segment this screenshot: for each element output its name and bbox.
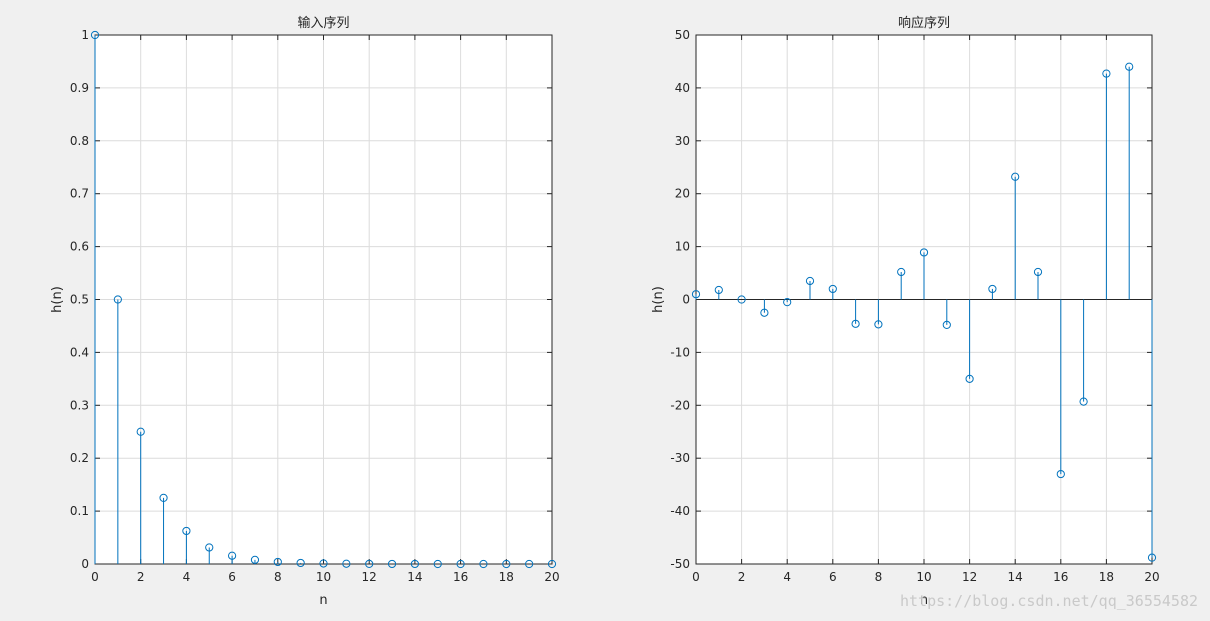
stem-marker: [897, 267, 906, 277]
x-tick-label: 10: [916, 570, 931, 584]
stem-marker: [228, 551, 237, 560]
x-tick-label: 20: [544, 570, 559, 584]
x-tick-label: 16: [1053, 570, 1068, 584]
stem-marker: [182, 526, 191, 536]
y-tick-label: 0.1: [70, 504, 89, 518]
y-tick-label: 0.5: [70, 293, 89, 307]
stem-marker: [714, 285, 723, 295]
stem-marker: [737, 295, 746, 304]
x-tick-label: 10: [316, 570, 331, 584]
x-tick-label: 8: [274, 570, 282, 584]
x-tick-label: 18: [1099, 570, 1114, 584]
stem-marker: [965, 374, 974, 383]
stem-marker: [502, 559, 511, 569]
y-tick-label: 10: [675, 240, 690, 254]
x-tick-label: 14: [1008, 570, 1023, 584]
left-stem-plot: 0 2 4 6 8 10 12 14 16 18 20 0 0.1 0.2 0.3 0.4 0.5 0.6 0.7 0…: [50, 15, 560, 608]
stem-marker: [410, 559, 419, 569]
x-tick-label: 14: [407, 570, 422, 584]
y-tick-label: -30: [670, 451, 690, 465]
x-tick-label: 2: [738, 570, 746, 584]
stem-marker: [805, 276, 815, 286]
y-tick-label: 0.3: [70, 398, 89, 412]
stem-marker: [387, 559, 397, 569]
chart-title: 输入序列: [297, 15, 349, 31]
stem-marker: [136, 427, 145, 436]
stem-marker: [1056, 469, 1065, 479]
x-tick-label: 12: [362, 570, 377, 584]
x-tick-label: 8: [875, 570, 883, 584]
y-tick-label: 0.2: [70, 451, 89, 465]
stem-marker: [919, 248, 929, 257]
y-tick-label: 0.7: [70, 187, 89, 201]
stem-marker: [433, 559, 442, 569]
stem-marker: [365, 559, 374, 568]
y-tick-label: 30: [675, 134, 690, 148]
y-tick-label: -50: [670, 557, 690, 571]
y-tick-label: -40: [670, 504, 690, 518]
x-tick-label: 2: [137, 570, 145, 584]
stem-marker: [760, 308, 769, 317]
y-axis-label: h(n): [651, 286, 666, 313]
x-tick-label: 20: [1144, 570, 1159, 584]
x-axis-label: n: [920, 593, 928, 608]
x-tick-label: 4: [183, 570, 191, 584]
x-tick-label: 4: [783, 570, 791, 584]
stem-marker: [828, 284, 837, 294]
stem-marker: [273, 557, 282, 567]
stem-marker: [250, 555, 260, 564]
stem-marker: [942, 320, 951, 329]
y-tick-label: -10: [670, 345, 690, 359]
x-axis-label: n: [319, 593, 327, 608]
x-tick-label: 18: [499, 570, 514, 584]
stem-marker: [874, 320, 883, 329]
stem-marker: [783, 298, 792, 307]
stem-marker: [1102, 69, 1111, 78]
stem-marker: [1079, 397, 1088, 406]
stem-marker: [456, 559, 465, 569]
x-tick-label: 6: [228, 570, 236, 584]
x-tick-label: 0: [91, 570, 99, 584]
y-tick-label: 0.6: [70, 240, 89, 254]
stem-marker: [1011, 172, 1020, 181]
x-tick-label: 0: [692, 570, 700, 584]
stem-marker: [691, 290, 701, 299]
stem-marker: [1125, 62, 1134, 71]
y-tick-label: -20: [670, 398, 690, 412]
y-tick-label: 0: [81, 557, 89, 571]
stem-marker: [342, 559, 351, 568]
y-tick-label: 0.4: [70, 345, 89, 359]
stem-marker: [547, 559, 557, 569]
y-axis-label: h(n): [50, 286, 65, 313]
watermark: https://blog.csdn.net/qq_36554582: [900, 592, 1198, 610]
stem-marker: [851, 319, 860, 328]
stem-marker: [1033, 267, 1043, 277]
stem-marker: [319, 559, 328, 568]
stem-marker: [479, 559, 488, 569]
stem-marker: [525, 559, 534, 569]
y-tick-label: 50: [675, 28, 690, 42]
stem-marker: [90, 30, 100, 40]
x-tick-label: 12: [962, 570, 977, 584]
x-tick-label: 16: [453, 570, 468, 584]
stem-marker: [1147, 553, 1157, 562]
stem-marker: [205, 543, 214, 552]
stem-marker: [988, 284, 997, 294]
y-tick-label: 0.9: [70, 81, 89, 95]
right-stem-plot: 0 2 4 6 8 10 12 14 16 18 20 -50 -40 -30 -20 -10 0 10 20 30 4…: [651, 15, 1160, 608]
stem-marker: [113, 295, 122, 304]
stem-marker: [296, 558, 305, 568]
chart-title: 响应序列: [898, 15, 950, 31]
y-tick-label: 20: [675, 187, 690, 201]
stem-marker: [159, 493, 168, 502]
y-tick-label: 0.8: [70, 134, 89, 148]
y-tick-label: 0: [682, 293, 690, 307]
y-tick-label: 40: [675, 81, 690, 95]
y-tick-label: 1: [81, 28, 89, 42]
x-tick-label: 6: [829, 570, 837, 584]
